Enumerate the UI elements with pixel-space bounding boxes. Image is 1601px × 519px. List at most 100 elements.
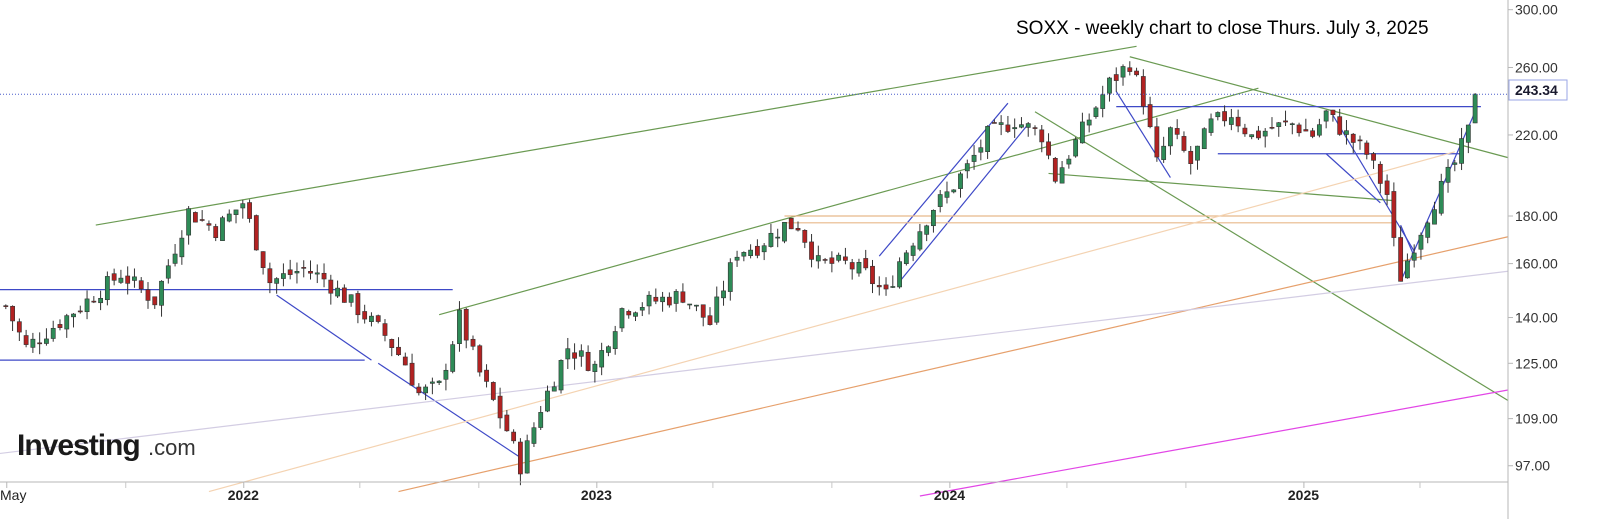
candle: [220, 217, 225, 241]
candle: [1384, 180, 1390, 195]
candle: [186, 208, 192, 236]
candle: [409, 362, 415, 386]
candle: [870, 265, 875, 285]
candle: [890, 286, 896, 288]
candle: [653, 296, 659, 302]
candle: [470, 338, 476, 347]
candle: [1073, 139, 1079, 157]
candle: [416, 386, 422, 394]
candle: [490, 382, 496, 400]
candle: [1154, 126, 1160, 158]
candle: [1330, 109, 1336, 115]
candle: [1222, 111, 1227, 122]
candle: [335, 287, 340, 297]
candle: [1344, 130, 1349, 135]
candle: [463, 308, 469, 341]
candle: [369, 315, 374, 322]
candle: [477, 345, 483, 373]
candle: [1228, 117, 1234, 125]
candle: [1283, 120, 1288, 123]
logo-suffix-text: .com: [148, 435, 196, 460]
trendline: [208, 151, 1455, 493]
candle: [37, 342, 43, 345]
candle: [795, 228, 801, 231]
candle: [1357, 139, 1363, 142]
candle: [1262, 130, 1268, 137]
candle: [98, 297, 103, 304]
candle: [1005, 124, 1011, 132]
y-tick-label: 160.00: [1515, 256, 1558, 272]
candle: [1371, 153, 1376, 161]
candle: [1168, 127, 1173, 147]
trendline: [919, 389, 1509, 497]
candle: [199, 219, 205, 221]
candle: [1032, 127, 1038, 129]
candle: [964, 163, 970, 172]
trendline: [276, 294, 372, 361]
candle: [3, 305, 9, 307]
candle: [1079, 121, 1085, 144]
candle: [578, 350, 584, 357]
candle: [23, 335, 29, 345]
candle: [1025, 123, 1031, 128]
candle: [849, 262, 855, 270]
candle: [978, 147, 984, 153]
candle: [646, 294, 652, 307]
candle: [741, 252, 747, 257]
trendline: [398, 236, 1509, 493]
candle: [1113, 74, 1119, 81]
candle: [132, 276, 137, 281]
candle: [1418, 234, 1424, 250]
current-price-tag: 243.34: [1508, 79, 1568, 101]
candle: [1052, 158, 1058, 182]
candle: [396, 346, 401, 356]
candle: [802, 230, 808, 243]
candle: [233, 209, 239, 215]
trendline: [95, 45, 1137, 226]
candle: [138, 280, 144, 290]
candle: [1459, 138, 1464, 164]
candle: [1405, 260, 1410, 279]
candle: [274, 278, 280, 284]
candle: [951, 189, 957, 193]
candle: [84, 298, 90, 313]
candle: [991, 122, 997, 124]
candle: [1249, 134, 1255, 138]
candle: [551, 386, 557, 392]
candle: [524, 440, 530, 474]
candle: [267, 268, 273, 284]
candle: [985, 126, 990, 152]
x-tick-label: 2022: [228, 487, 259, 503]
candle: [159, 280, 164, 306]
candle: [50, 327, 56, 339]
candle: [1438, 180, 1444, 214]
candle: [429, 381, 435, 384]
candle: [44, 338, 49, 344]
candle: [443, 369, 449, 380]
candle: [1140, 76, 1146, 107]
trendline: [377, 362, 521, 459]
candle: [30, 338, 36, 348]
candle: [829, 257, 835, 264]
candle: [1398, 237, 1404, 282]
time-axis: May 2022 2023 2024 2025: [0, 482, 1421, 503]
candle: [504, 414, 510, 432]
candle: [836, 254, 842, 261]
candle: [450, 344, 456, 372]
candle: [341, 287, 347, 303]
current-price-box: [1508, 79, 1568, 101]
candle: [1296, 124, 1302, 134]
trendlines-layer: [0, 45, 1509, 497]
candle: [518, 441, 523, 475]
candle: [931, 209, 936, 227]
y-tick-label: 125.00: [1515, 355, 1558, 371]
y-tick-label: 180.00: [1515, 208, 1558, 224]
candle: [287, 269, 293, 275]
candle: [558, 360, 564, 391]
trendline: [1048, 172, 1394, 202]
candle: [1161, 145, 1167, 160]
candle: [308, 270, 313, 274]
candle: [1188, 150, 1194, 164]
candle: [375, 315, 381, 322]
candle: [937, 194, 943, 207]
